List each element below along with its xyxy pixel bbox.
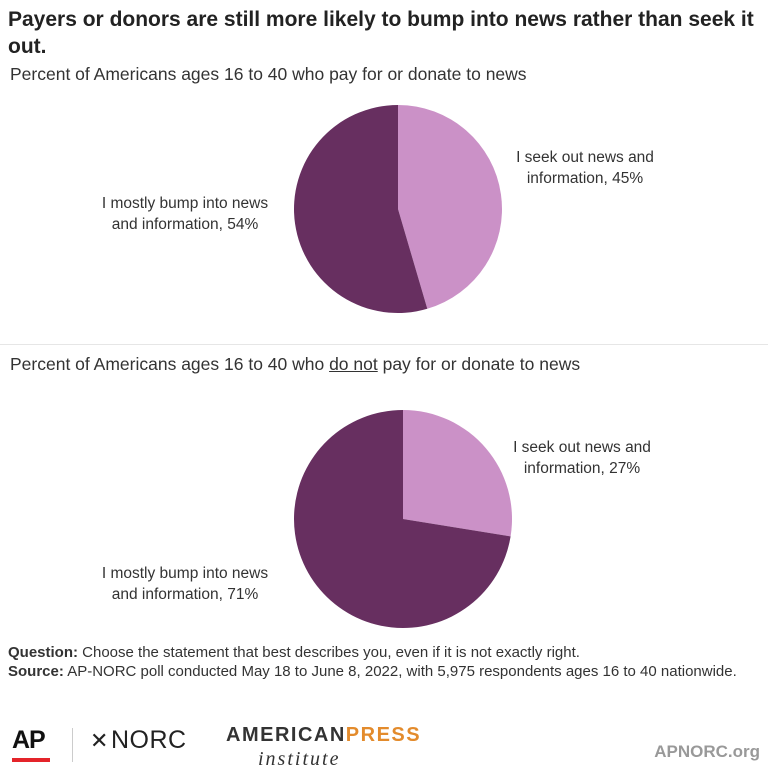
chart-notes: Question: Choose the statement that best… <box>8 643 760 681</box>
chart-title: Payers or donors are still more likely t… <box>8 8 754 58</box>
apnorc-site: APNORC.org <box>654 742 760 761</box>
pie2-label-seek-line: information, 27% <box>524 460 641 477</box>
source-text: AP-NORC poll conducted May 18 to June 8,… <box>63 663 737 680</box>
question-label: Question: <box>8 644 78 661</box>
logo-separator <box>72 728 73 762</box>
api-logo: AMERICANPRESS <box>226 724 421 747</box>
section-divider <box>0 344 768 345</box>
pie2-label-bump-line: I mostly bump into news <box>102 565 269 582</box>
pie2-label-seek-line: I seek out news and <box>513 439 651 456</box>
pie1-label-seek: I seek out news and information, 45% <box>516 149 654 187</box>
pie1-label-seek-line: I seek out news and <box>516 149 654 166</box>
question-text: Choose the statement that best describes… <box>78 644 580 661</box>
norc-logo: ✕NORC <box>90 726 187 755</box>
pie2-label-bump-line: and information, 71% <box>112 586 259 603</box>
pie-chart-non-payers: I seek out news and information, 27% I mos… <box>102 410 651 628</box>
pie2-slice-bump <box>294 410 511 628</box>
pie2-subtitle-underlined: do not <box>329 354 378 374</box>
api-logo-institute: institute <box>258 748 341 770</box>
api-logo-american: AMERICAN <box>226 724 346 746</box>
pie1-slice-seek <box>398 105 502 309</box>
source-note: Source: AP-NORC poll conducted May 18 to… <box>8 662 760 681</box>
norc-logo-text: NORC <box>110 726 187 754</box>
norc-star-icon: ✕ <box>90 728 109 753</box>
ap-logo: AP <box>12 726 46 754</box>
source-label: Source: <box>8 663 64 680</box>
pie1-label-bump: I mostly bump into news and information, … <box>102 195 269 233</box>
pie2-label-bump: I mostly bump into news and information, … <box>102 565 269 603</box>
api-logo-press: PRESS <box>345 724 422 746</box>
pie2-label-seek: I seek out news and information, 27% <box>513 439 651 477</box>
pie2-subtitle-before: Percent of Americans ages 16 to 40 who <box>10 354 330 374</box>
pie1-label-seek-line: information, 45% <box>527 170 644 187</box>
pie2-slice-seek <box>403 410 512 537</box>
question-note: Question: Choose the statement that best… <box>8 643 760 662</box>
pie2-subtitle-after: pay for or donate to news <box>377 354 581 374</box>
ap-logo-bar <box>12 758 50 762</box>
pie2-subtitle: Percent of Americans ages 16 to 40 who d… <box>10 354 580 375</box>
pie1-slice-bump <box>293 105 428 313</box>
pie1-label-bump-line: I mostly bump into news <box>102 195 269 212</box>
pie-chart-payers: I seek out news and information, 45% I mos… <box>102 105 654 313</box>
pie1-label-bump-line: and information, 54% <box>112 216 259 233</box>
footer-logos: AP ✕NORC AMERICANPRESS institute APNORC.… <box>0 718 768 773</box>
pie1-subtitle: Percent of Americans ages 16 to 40 who p… <box>10 64 527 84</box>
